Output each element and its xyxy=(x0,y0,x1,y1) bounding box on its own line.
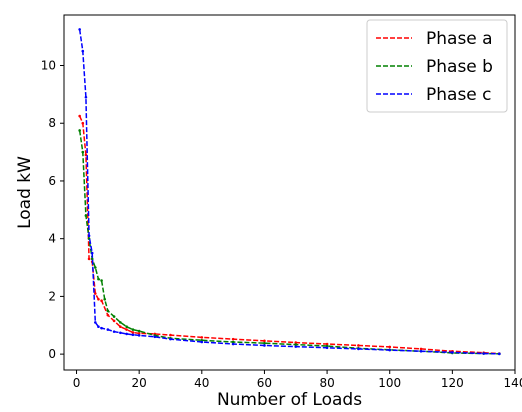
x-tick-label: 140 xyxy=(504,376,522,390)
y-tick-label: 8 xyxy=(48,116,56,130)
data-point-phase-c xyxy=(97,325,100,329)
y-axis-title: Load kW xyxy=(15,156,35,229)
data-point-phase-b xyxy=(112,315,116,318)
data-point-phase-b xyxy=(103,297,107,301)
data-point-phase-a xyxy=(131,331,135,334)
data-point-phase-c xyxy=(112,330,116,333)
data-point-phase-b xyxy=(94,266,97,269)
data-point-phase-c xyxy=(84,95,88,99)
data-point-phase-b xyxy=(263,341,266,345)
data-point-phase-a xyxy=(137,332,141,335)
data-point-phase-c xyxy=(357,347,360,351)
y-tick-label: 6 xyxy=(48,174,56,188)
y-tick-label: 0 xyxy=(48,347,56,361)
data-point-phase-a xyxy=(106,313,110,317)
data-point-phase-a xyxy=(81,121,85,125)
data-point-phase-c xyxy=(153,335,157,339)
x-axis-title: Number of Loads xyxy=(217,390,362,410)
x-axis-ticks: 0 20 40 60 80 100 120 140 xyxy=(73,370,522,390)
legend-label-phase-c: Phase c xyxy=(426,85,492,105)
data-point-phase-b xyxy=(137,329,141,333)
data-point-phase-a xyxy=(200,336,204,339)
data-point-phase-b xyxy=(81,150,85,154)
data-point-phase-a xyxy=(263,339,266,343)
legend: Phase a Phase b Phase c xyxy=(366,19,508,113)
data-point-phase-b xyxy=(100,279,103,282)
data-point-phase-c xyxy=(231,342,235,346)
data-point-phase-c xyxy=(482,352,485,355)
y-tick-label: 4 xyxy=(48,232,56,246)
y-tick-label: 2 xyxy=(48,289,56,303)
data-point-phase-b xyxy=(231,340,235,344)
data-point-phase-a xyxy=(87,257,91,261)
data-point-phase-b xyxy=(97,277,100,281)
x-tick-label: 60 xyxy=(257,376,272,390)
x-tick-label: 40 xyxy=(194,376,209,390)
data-point-phase-c xyxy=(131,333,135,337)
data-point-phase-c xyxy=(325,346,329,350)
data-point-phase-c xyxy=(90,251,94,255)
data-point-phase-a xyxy=(112,319,116,323)
series-line-phase-a xyxy=(78,115,500,355)
data-point-phase-b xyxy=(90,257,94,261)
y-tick-label: 10 xyxy=(41,59,56,73)
data-point-phase-c xyxy=(169,337,172,341)
data-point-phase-a xyxy=(231,337,235,341)
data-point-phase-a xyxy=(125,328,128,331)
data-point-phase-c xyxy=(263,344,266,347)
data-point-phase-a xyxy=(294,341,298,344)
data-point-phase-a xyxy=(94,292,97,295)
data-point-phase-b xyxy=(78,129,81,132)
legend-frame xyxy=(366,19,508,113)
data-point-phase-c xyxy=(200,340,204,344)
data-point-phase-c xyxy=(419,349,423,353)
x-tick-label: 20 xyxy=(132,376,147,390)
data-point-phase-b xyxy=(106,309,110,313)
data-point-phase-a xyxy=(97,297,100,301)
data-point-phase-a xyxy=(169,333,172,337)
series-line-phase-b xyxy=(78,130,500,355)
data-point-phase-c xyxy=(94,321,97,324)
x-tick-label: 100 xyxy=(378,376,401,390)
series-layer xyxy=(78,28,501,356)
data-point-phase-c xyxy=(100,326,103,330)
x-tick-label: 80 xyxy=(319,376,334,390)
data-point-phase-a xyxy=(119,325,122,329)
plot-frame xyxy=(63,14,516,371)
legend-label-phase-b: Phase b xyxy=(426,57,493,77)
data-point-phase-b xyxy=(84,214,88,217)
data-point-phase-c xyxy=(125,332,128,336)
data-point-phase-c xyxy=(78,28,81,31)
y-axis-ticks: 0 2 4 6 8 10 xyxy=(41,59,64,361)
data-point-phase-a xyxy=(419,347,423,351)
data-point-phase-b xyxy=(125,325,128,329)
data-point-phase-a xyxy=(388,345,392,349)
legend-label-phase-a: Phase a xyxy=(426,29,493,49)
data-point-phase-c xyxy=(106,328,110,331)
data-point-phase-b xyxy=(131,328,135,331)
data-point-phase-c xyxy=(294,345,298,348)
x-tick-label: 120 xyxy=(441,376,464,390)
data-point-phase-b xyxy=(294,343,298,346)
data-point-phase-c xyxy=(498,352,501,356)
data-point-phase-c xyxy=(451,351,454,354)
data-point-phase-a xyxy=(100,299,103,303)
data-point-phase-c xyxy=(137,334,141,337)
data-point-phase-a xyxy=(357,344,360,347)
data-point-phase-c xyxy=(388,348,392,352)
data-point-phase-a xyxy=(78,114,81,118)
data-point-phase-c xyxy=(87,234,91,238)
data-point-phase-c xyxy=(81,49,85,53)
data-point-phase-c xyxy=(119,331,122,335)
x-tick-label: 0 xyxy=(73,376,81,390)
data-point-phase-a xyxy=(325,342,329,346)
data-point-phase-b xyxy=(119,321,122,324)
